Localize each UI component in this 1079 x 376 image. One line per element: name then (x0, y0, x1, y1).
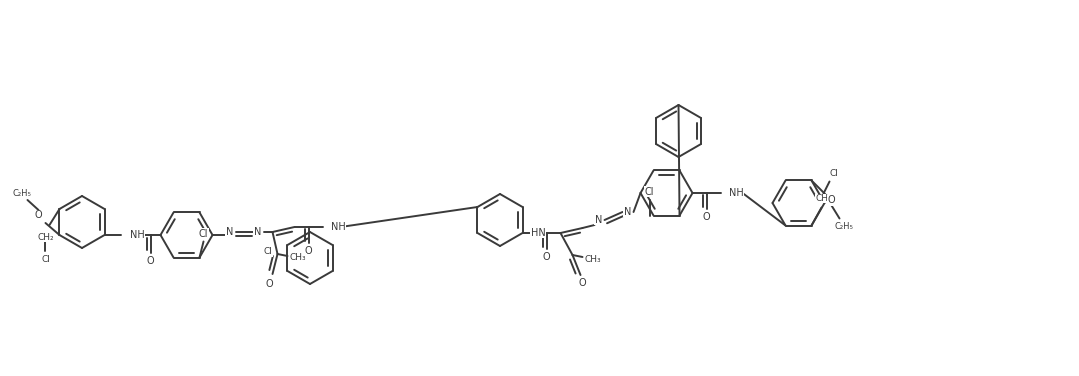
Text: C₂H₅: C₂H₅ (12, 188, 31, 197)
Text: N: N (226, 227, 233, 237)
Text: HN: HN (531, 228, 545, 238)
Text: O: O (578, 278, 586, 288)
Text: NH: NH (728, 188, 743, 198)
Text: CH₂: CH₂ (37, 232, 54, 241)
Text: NH: NH (330, 222, 345, 232)
Text: C₂H₅: C₂H₅ (834, 222, 853, 231)
Text: Cl: Cl (263, 247, 273, 256)
Text: N: N (595, 215, 602, 225)
Text: O: O (35, 210, 42, 220)
Text: Cl: Cl (41, 256, 50, 264)
Text: Cl: Cl (199, 229, 208, 238)
Text: CH₂: CH₂ (816, 194, 832, 203)
Text: O: O (304, 246, 312, 256)
Text: O: O (265, 279, 273, 289)
Text: N: N (624, 207, 631, 217)
Text: NH: NH (129, 230, 145, 240)
Text: O: O (543, 252, 550, 262)
Text: Cl: Cl (645, 186, 654, 197)
Text: O: O (828, 196, 835, 205)
Text: CH₃: CH₃ (289, 253, 306, 262)
Text: N: N (254, 227, 261, 237)
Text: Cl: Cl (829, 169, 838, 178)
Text: CH₃: CH₃ (585, 255, 601, 264)
Text: O: O (147, 256, 154, 266)
Text: O: O (702, 212, 710, 222)
